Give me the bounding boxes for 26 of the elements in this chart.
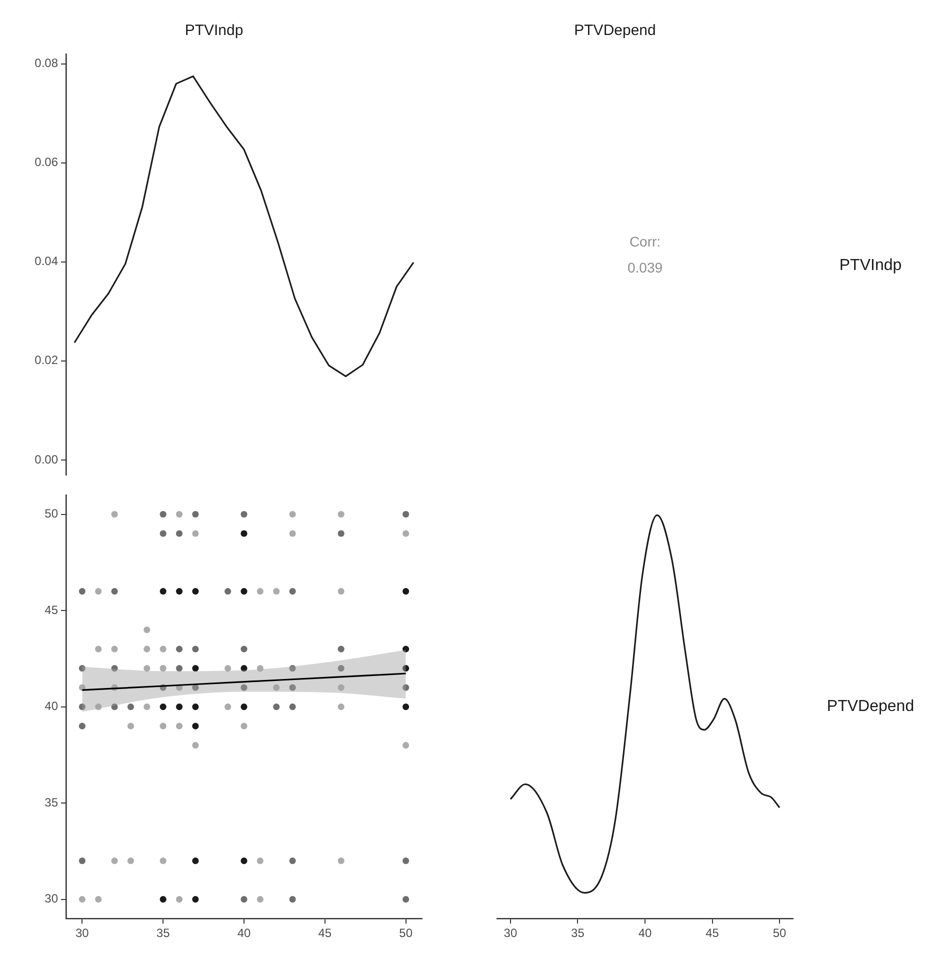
y-tick-label: 35 xyxy=(44,795,58,810)
x-tick-label: 30 xyxy=(76,926,90,940)
x-tick-label: 40 xyxy=(237,926,251,940)
x-tick-label: 50 xyxy=(399,926,413,940)
x-tick-label: 30 xyxy=(504,926,518,940)
text: PTVDepend xyxy=(574,22,656,40)
y-tick-label: 0.08 xyxy=(34,56,58,70)
x-tick-label: 45 xyxy=(706,926,720,940)
y-tick-label: 0.04 xyxy=(34,254,58,268)
text: PTVIndp xyxy=(839,256,902,274)
x-tick-label: 50 xyxy=(772,926,787,940)
y-tick-label: 40 xyxy=(44,699,58,714)
x-tick-label: 35 xyxy=(571,926,585,940)
y-tick-label: 0.02 xyxy=(34,353,58,368)
text: 0.039 xyxy=(627,259,663,276)
y2-axis-title: PTVDepend xyxy=(826,698,914,716)
x-tick-label: 35 xyxy=(156,926,170,940)
x-tick-label: 45 xyxy=(318,926,332,940)
y-tick-label: 30 xyxy=(44,892,58,906)
y-tick-label: 50 xyxy=(44,506,58,521)
y-tick-label: 45 xyxy=(44,602,58,617)
y-tick-label: 0.06 xyxy=(34,155,58,170)
text: Corr: xyxy=(629,233,661,250)
x-tick-label: 40 xyxy=(638,926,652,940)
chart-title: PTVIndp xyxy=(184,22,244,40)
y-tick-label: 0.00 xyxy=(34,452,58,466)
